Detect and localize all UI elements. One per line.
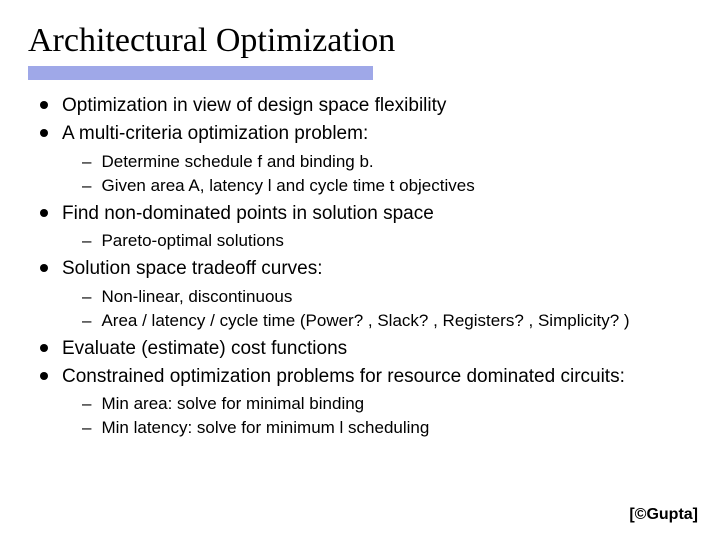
- sub-bullet-item: – Given area A, latency l and cycle time…: [82, 175, 686, 197]
- sub-bullet-text: Given area A, latency l and cycle time t…: [101, 175, 474, 197]
- sub-bullet-item: – Determine schedule f and binding b.: [82, 151, 686, 173]
- sub-bullet-text: Min area: solve for minimal binding: [101, 393, 364, 415]
- dash-icon: –: [82, 151, 91, 173]
- dash-icon: –: [82, 175, 91, 197]
- dash-icon: –: [82, 286, 91, 308]
- dash-icon: –: [82, 393, 91, 415]
- sub-bullet-item: – Area / latency / cycle time (Power? , …: [82, 310, 686, 332]
- bullet-text: Find non-dominated points in solution sp…: [62, 202, 434, 226]
- dash-icon: –: [82, 310, 91, 332]
- footer-credit: [©Gupta]: [629, 506, 698, 524]
- bullet-dot-icon: [40, 344, 48, 352]
- slide-title: Architectural Optimization: [28, 22, 692, 60]
- bullet-dot-icon: [40, 209, 48, 217]
- bullet-dot-icon: [40, 101, 48, 109]
- bullet-item: Constrained optimization problems for re…: [40, 365, 686, 389]
- slide-content: Optimization in view of design space fle…: [28, 94, 692, 440]
- bullet-item: Evaluate (estimate) cost functions: [40, 337, 686, 361]
- sub-bullet-item: – Pareto-optimal solutions: [82, 230, 686, 252]
- bullet-text: A multi-criteria optimization problem:: [62, 122, 368, 146]
- bullet-item: A multi-criteria optimization problem:: [40, 122, 686, 146]
- sub-bullet-text: Area / latency / cycle time (Power? , Sl…: [101, 310, 629, 332]
- title-underline: [28, 66, 373, 80]
- sub-bullet-text: Pareto-optimal solutions: [101, 230, 283, 252]
- bullet-dot-icon: [40, 372, 48, 380]
- sub-bullet-item: – Non-linear, discontinuous: [82, 286, 686, 308]
- slide: Architectural Optimization Optimization …: [0, 0, 720, 540]
- bullet-item: Solution space tradeoff curves:: [40, 257, 686, 281]
- sub-bullet-item: – Min latency: solve for minimum l sched…: [82, 417, 686, 439]
- bullet-text: Solution space tradeoff curves:: [62, 257, 323, 281]
- sub-bullet-text: Determine schedule f and binding b.: [101, 151, 373, 173]
- dash-icon: –: [82, 230, 91, 252]
- bullet-dot-icon: [40, 129, 48, 137]
- bullet-dot-icon: [40, 264, 48, 272]
- sub-bullet-text: Min latency: solve for minimum l schedul…: [101, 417, 429, 439]
- sub-bullet-item: – Min area: solve for minimal binding: [82, 393, 686, 415]
- bullet-item: Optimization in view of design space fle…: [40, 94, 686, 118]
- bullet-text: Evaluate (estimate) cost functions: [62, 337, 347, 361]
- dash-icon: –: [82, 417, 91, 439]
- bullet-text: Optimization in view of design space fle…: [62, 94, 446, 118]
- bullet-text: Constrained optimization problems for re…: [62, 365, 625, 389]
- sub-bullet-text: Non-linear, discontinuous: [101, 286, 292, 308]
- bullet-item: Find non-dominated points in solution sp…: [40, 202, 686, 226]
